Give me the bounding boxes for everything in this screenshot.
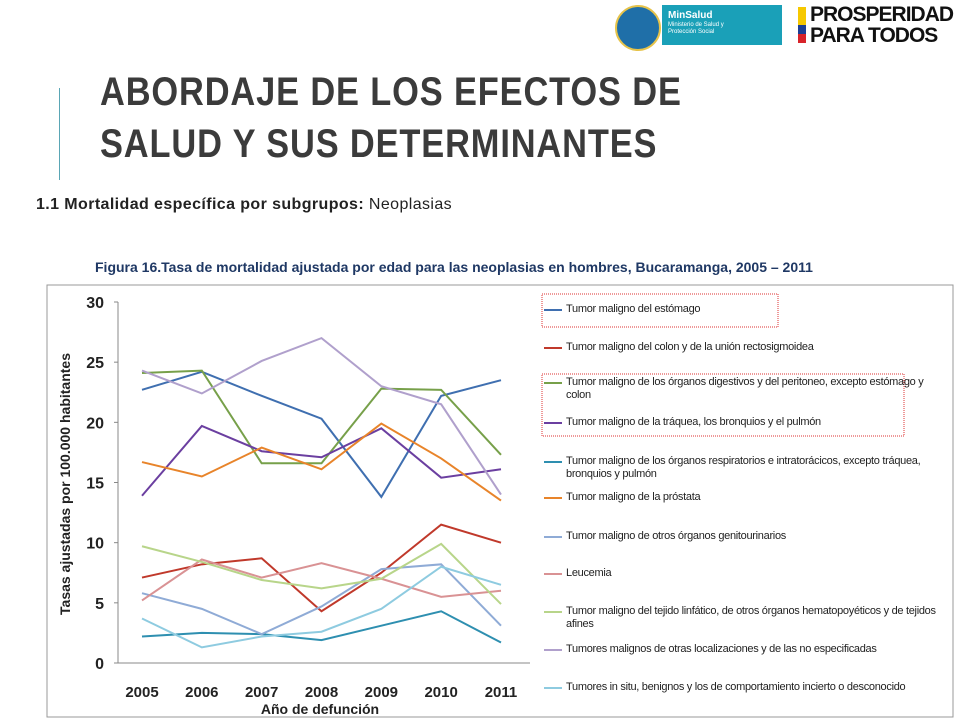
series-line	[141, 610, 502, 644]
subtitle-bold: 1.1 Mortalidad específica por subgrupos:	[36, 196, 365, 213]
series-line	[141, 422, 502, 502]
y-tick-label: 10	[86, 536, 104, 553]
x-tick-label: 2006	[185, 684, 218, 701]
accent-line	[59, 88, 60, 180]
y-axis-label: Tasas ajustadas por 100.000 habitantes	[57, 353, 73, 615]
flag-bar	[798, 7, 806, 43]
legend-label: Tumor maligno del colon y de la unión re…	[566, 341, 814, 353]
x-tick-label: 2010	[424, 684, 457, 701]
legend-label: Tumores in situ, benignos y los de compo…	[566, 681, 906, 693]
legend-label: Tumor maligno de otros órganos genitouri…	[566, 530, 786, 542]
legend-entry: Tumor maligno de los órganos digestivos …	[566, 376, 924, 401]
series-line	[141, 542, 502, 605]
ministry-name: MinSalud	[668, 10, 713, 21]
slogan: PROSPERIDAD PARA TODOS	[810, 3, 954, 47]
x-axis-label: Año de defunción	[261, 701, 379, 717]
legend-entry: Tumor maligno de la tráquea, los bronqui…	[566, 416, 821, 428]
legend-entry: Tumores in situ, benignos y los de compo…	[566, 681, 906, 693]
title-line: SALUD Y SUS DETERMINANTES	[100, 122, 658, 166]
legend-entry: Leucemia	[566, 567, 612, 579]
legend-entry: Tumor maligno del colon y de la unión re…	[566, 341, 814, 353]
legend-entry: Tumores malignos de otras localizaciones…	[566, 643, 877, 655]
x-tick-label: 2011	[485, 684, 518, 701]
ministry-logo: MinSalud Ministerio de Salud y Protecció…	[662, 5, 782, 45]
legend-label: Tumor maligno de la tráquea, los bronqui…	[566, 416, 821, 428]
series-line	[141, 369, 502, 465]
chart-title: Figura 16.Tasa de mortalidad ajustada po…	[95, 259, 813, 275]
legend-entry: Tumor maligno de los órganos respiratori…	[566, 455, 921, 480]
series-line	[141, 563, 502, 636]
y-tick-label: 30	[86, 295, 104, 312]
legend-label: Tumores malignos de otras localizaciones…	[566, 643, 877, 655]
x-tick-label: 2009	[365, 684, 398, 701]
legend-entry: Tumor maligno de la próstata	[566, 491, 701, 503]
series-line	[141, 558, 502, 602]
y-tick-label: 25	[86, 355, 104, 372]
slogan-line: PROSPERIDAD	[810, 3, 954, 26]
highlight-box	[541, 373, 905, 437]
chart-frame	[46, 284, 954, 718]
subtitle: 1.1 Mortalidad específica por subgrupos:…	[36, 196, 452, 214]
series-line	[141, 424, 502, 497]
legend-label: Tumor maligno de los órganos respiratori…	[566, 455, 921, 480]
legend-entry: Tumor maligno del estómago	[566, 303, 701, 315]
legend-entry: Tumor maligno del tejido linfático, de o…	[566, 605, 936, 630]
slogan-line: PARA TODOS	[810, 24, 938, 47]
legend-label: Tumor maligno del tejido linfático, de o…	[566, 605, 936, 630]
highlight-box	[541, 293, 779, 328]
x-tick-label: 2005	[125, 684, 158, 701]
ministry-seal	[615, 5, 661, 51]
x-tick-label: 2007	[245, 684, 278, 701]
legend-entry: Tumor maligno de otros órganos genitouri…	[566, 530, 786, 542]
series-line	[141, 523, 502, 613]
y-tick-label: 0	[95, 656, 104, 673]
y-tick-label: 20	[86, 415, 104, 432]
series-line	[141, 565, 502, 649]
legend-label: Leucemia	[566, 567, 612, 579]
ministry-sub: Ministerio de Salud y Protección Social	[668, 22, 724, 35]
y-tick-label: 15	[86, 476, 104, 493]
legend-label: Tumor maligno del estómago	[566, 303, 701, 315]
legend-label: Tumor maligno de los órganos digestivos …	[566, 376, 924, 401]
y-tick-label: 5	[95, 596, 104, 613]
legend-label: Tumor maligno de la próstata	[566, 491, 701, 503]
subtitle-rest: Neoplasias	[368, 196, 453, 213]
x-tick-label: 2008	[305, 684, 338, 701]
title-line: ABORDAJE DE LOS EFECTOS DE	[100, 70, 682, 114]
series-line	[141, 336, 502, 496]
slide-title: ABORDAJE DE LOS EFECTOS DE SALUD Y SUS D…	[100, 66, 776, 170]
